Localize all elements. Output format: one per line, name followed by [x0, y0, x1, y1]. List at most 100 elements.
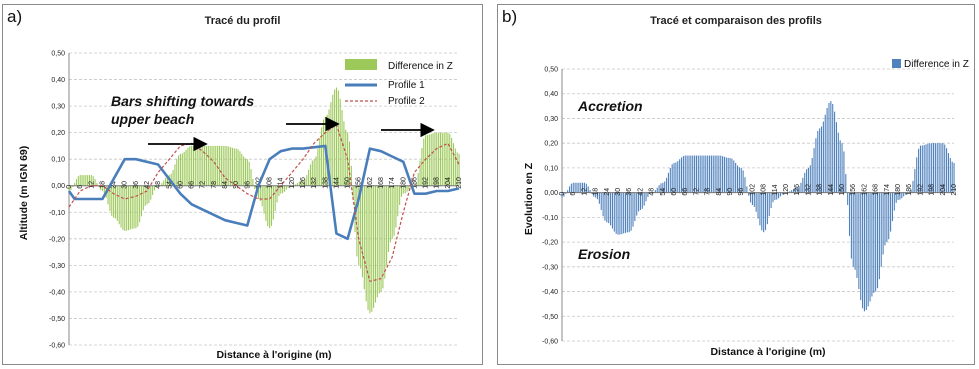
- bar: [636, 192, 638, 216]
- bar: [114, 185, 117, 219]
- bar: [725, 157, 727, 193]
- bar: [337, 90, 339, 186]
- bar: [248, 161, 250, 186]
- panel-a-label: a): [7, 7, 23, 26]
- bar: [68, 185, 70, 192]
- bar: [675, 162, 677, 193]
- bar: [222, 145, 224, 186]
- bar: [378, 185, 380, 294]
- bar: [563, 192, 565, 197]
- bar: [826, 107, 828, 193]
- x-tick-label: 72: [200, 181, 207, 189]
- bar: [679, 159, 681, 193]
- bar: [384, 185, 386, 279]
- bar: [137, 185, 139, 227]
- bar: [763, 192, 765, 233]
- bar: [150, 185, 152, 200]
- bar: [736, 165, 739, 193]
- bar: [871, 192, 873, 297]
- annotation-text: upper beach: [111, 111, 194, 127]
- bar: [417, 173, 419, 186]
- x-tick-label: 132: [805, 184, 812, 196]
- y-tick-label: -0,10: [542, 215, 558, 222]
- bar: [707, 155, 709, 193]
- bar: [828, 102, 830, 193]
- bar: [690, 155, 692, 193]
- x-tick-label: 138: [322, 177, 329, 189]
- bar: [321, 127, 323, 186]
- bar: [146, 185, 148, 205]
- x-tick-label: 6: [570, 192, 577, 196]
- bar: [869, 192, 871, 302]
- bar: [561, 192, 563, 198]
- bar: [343, 121, 345, 186]
- bar: [94, 179, 96, 186]
- bar: [744, 177, 746, 193]
- bar: [761, 192, 763, 231]
- bar: [912, 180, 914, 193]
- bar: [101, 185, 104, 192]
- bar: [447, 132, 449, 186]
- annotation-accretion: Accretion: [577, 98, 643, 114]
- bar: [880, 192, 882, 267]
- bar: [246, 159, 248, 186]
- bar: [404, 185, 406, 194]
- x-tick-label: 144: [828, 184, 835, 196]
- y-tick-label: 0,40: [51, 77, 65, 84]
- bar: [570, 183, 572, 193]
- bar: [623, 192, 625, 234]
- bar: [196, 145, 198, 186]
- bar: [230, 147, 232, 186]
- x-tick-label: 162: [367, 177, 374, 189]
- bar: [610, 192, 612, 226]
- bar: [395, 185, 397, 228]
- bar: [641, 192, 643, 209]
- y-axis-title: Altitude (m IGN 69): [18, 146, 30, 241]
- bar: [272, 185, 274, 220]
- bar: [791, 190, 793, 193]
- bar: [283, 185, 286, 192]
- bar: [822, 121, 824, 193]
- bar: [322, 119, 325, 186]
- bar: [684, 155, 686, 193]
- bar: [740, 167, 742, 193]
- bar: [772, 192, 774, 203]
- bar: [895, 192, 897, 203]
- bar: [376, 185, 378, 298]
- bar: [189, 146, 191, 186]
- bar: [436, 132, 438, 186]
- bar: [211, 145, 213, 186]
- bar: [228, 146, 230, 186]
- x-tick-label: 108: [267, 177, 274, 189]
- x-tick-label: 210: [951, 184, 958, 196]
- bar: [254, 185, 256, 190]
- x-tick-label: 144: [333, 177, 340, 189]
- bar: [876, 192, 879, 289]
- x-tick-label: 198: [929, 184, 936, 196]
- bar: [241, 153, 243, 186]
- x-tick-label: 198: [434, 177, 441, 189]
- x-tick-label: 120: [783, 184, 790, 196]
- bar: [839, 140, 841, 193]
- bar: [350, 165, 352, 186]
- bar: [901, 192, 903, 199]
- bar: [694, 155, 696, 193]
- y-tick-label: 0,50: [544, 67, 558, 74]
- bar: [192, 145, 195, 186]
- bar: [841, 143, 843, 193]
- bar: [172, 169, 174, 186]
- bar: [942, 143, 944, 193]
- bar: [365, 185, 367, 302]
- bar: [852, 192, 854, 267]
- bar: [647, 192, 649, 197]
- bar: [847, 192, 849, 205]
- bar: [613, 192, 615, 232]
- bar: [667, 172, 669, 193]
- x-tick-label: 90: [233, 181, 240, 189]
- y-tick-label: -0,40: [542, 289, 558, 296]
- bar: [181, 153, 183, 186]
- bar: [781, 192, 783, 195]
- bar: [135, 185, 137, 229]
- x-tick-label: 30: [122, 181, 129, 189]
- chart-b: 0,50 0,40 0,30 0,20 0,10 0,00 -0,10 -0,20 -0,30 -…: [523, 59, 969, 358]
